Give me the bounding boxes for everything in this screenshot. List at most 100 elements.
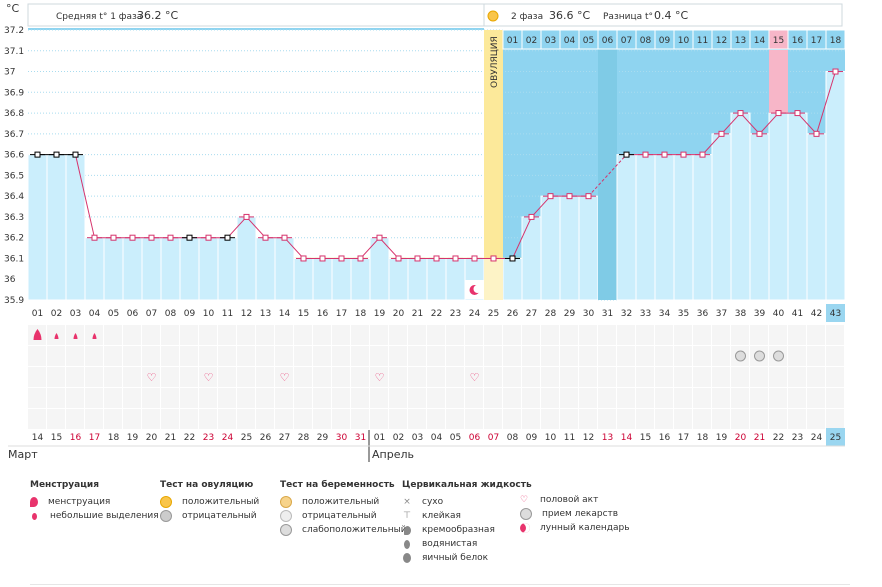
annotation-cell xyxy=(636,367,654,387)
cycle-day-label: 09 xyxy=(184,309,196,319)
annotation-cell xyxy=(655,409,673,429)
legend-ovulation-negative: отрицательный xyxy=(182,511,257,521)
cycle-day-label: 18 xyxy=(355,309,367,319)
temperature-point xyxy=(737,110,744,117)
annotation-cell xyxy=(237,346,255,366)
annotation-cell xyxy=(826,325,844,345)
annotation-cell xyxy=(636,409,654,429)
annotation-cell xyxy=(28,367,46,387)
annotation-cell xyxy=(560,388,578,408)
annotation-cell xyxy=(484,346,502,366)
annotation-cell xyxy=(275,409,293,429)
temperature-bar xyxy=(274,237,295,301)
annotation-cell xyxy=(484,325,502,345)
pill-icon xyxy=(520,508,532,520)
annotation-cell xyxy=(807,346,825,366)
y-tick-label: 36 xyxy=(4,275,16,285)
temperature-point xyxy=(718,130,725,137)
annotation-cell xyxy=(541,409,559,429)
annotation-cell xyxy=(313,346,331,366)
temperature-bar xyxy=(84,237,105,301)
date-label: 06 xyxy=(469,433,481,443)
annotation-cell xyxy=(389,325,407,345)
annotation-cell xyxy=(294,388,312,408)
annotation-cell xyxy=(598,367,616,387)
temperature-point xyxy=(243,213,250,220)
annotation-cell xyxy=(693,346,711,366)
annotation-cell xyxy=(408,409,426,429)
temperature-line-segment xyxy=(816,71,836,134)
temperature-point xyxy=(91,234,98,241)
heart-icon: ♡ xyxy=(375,371,385,384)
temperature-point xyxy=(395,255,402,262)
annotation-cell xyxy=(807,409,825,429)
annotation-cell xyxy=(218,409,236,429)
cycle-day-label: 39 xyxy=(754,309,766,319)
temperature-point xyxy=(509,255,516,262)
cycle-day-label: 16 xyxy=(317,309,329,319)
cycle-day-label: 21 xyxy=(412,309,423,319)
cycle-day-label: 12 xyxy=(241,309,252,319)
legend-title-ovulation-test: Тест на овуляцию xyxy=(160,480,254,490)
temperature-point xyxy=(110,234,117,241)
annotation-cell xyxy=(617,367,635,387)
annotation-cell xyxy=(161,325,179,345)
annotation-cell xyxy=(332,388,350,408)
annotation-cell xyxy=(788,409,806,429)
annotation-cell xyxy=(826,367,844,387)
annotation-cell xyxy=(389,388,407,408)
annotation-cell xyxy=(769,367,787,387)
date-label: 08 xyxy=(507,433,519,443)
legend-ovulation-test: Тест на овуляцию положительный отрицател… xyxy=(160,480,259,523)
date-label: 15 xyxy=(640,433,651,443)
date-label: 16 xyxy=(70,433,82,443)
temperature-point xyxy=(148,234,155,241)
date-label: 29 xyxy=(317,433,329,443)
top-day-label: 11 xyxy=(697,36,708,46)
annotation-cell xyxy=(712,388,730,408)
annotation-cell xyxy=(332,325,350,345)
cycle-day-label: 26 xyxy=(507,309,519,319)
top-day-label: 08 xyxy=(640,36,652,46)
date-label: 27 xyxy=(279,433,290,443)
annotation-cell xyxy=(275,367,293,387)
temperature-point xyxy=(224,234,231,241)
annotation-cell xyxy=(313,367,331,387)
temperature-line-segment xyxy=(702,133,722,155)
annotation-cell xyxy=(788,388,806,408)
cycle-day-label: 31 xyxy=(602,309,613,319)
temperature-bar xyxy=(27,154,48,301)
annotation-cell xyxy=(180,325,198,345)
temperature-bar xyxy=(445,257,466,301)
annotation-cell xyxy=(123,325,141,345)
annotation-cell xyxy=(256,325,274,345)
date-label: 13 xyxy=(602,433,613,443)
temperature-point xyxy=(585,193,592,200)
temperature-line-segment xyxy=(379,237,399,259)
cycle-day-label: 08 xyxy=(165,309,177,319)
y-tick-label: 36.5 xyxy=(4,171,24,181)
spotting-icon xyxy=(54,333,59,339)
annotation-cell xyxy=(484,367,502,387)
date-label: 12 xyxy=(583,433,594,443)
y-tick-label: 35.9 xyxy=(4,296,24,306)
annotation-cell xyxy=(712,325,730,345)
annotation-cell xyxy=(522,367,540,387)
temperature-point xyxy=(53,151,60,158)
annotation-cell xyxy=(427,409,445,429)
top-day-label: 03 xyxy=(545,36,556,46)
annotation-cell xyxy=(104,367,122,387)
temperature-bar xyxy=(521,216,542,301)
annotation-cell xyxy=(750,325,768,345)
annotation-cell xyxy=(199,409,217,429)
annotation-cell xyxy=(389,409,407,429)
annotation-cell xyxy=(408,388,426,408)
temperature-line-segment xyxy=(360,237,380,259)
pill-icon xyxy=(735,350,746,362)
date-label: 21 xyxy=(165,433,176,443)
annotation-cell xyxy=(256,388,274,408)
annotation-cell xyxy=(503,388,521,408)
pregnancy-negative-icon xyxy=(280,510,292,522)
annotation-cell xyxy=(674,325,692,345)
annotation-cell xyxy=(85,409,103,429)
